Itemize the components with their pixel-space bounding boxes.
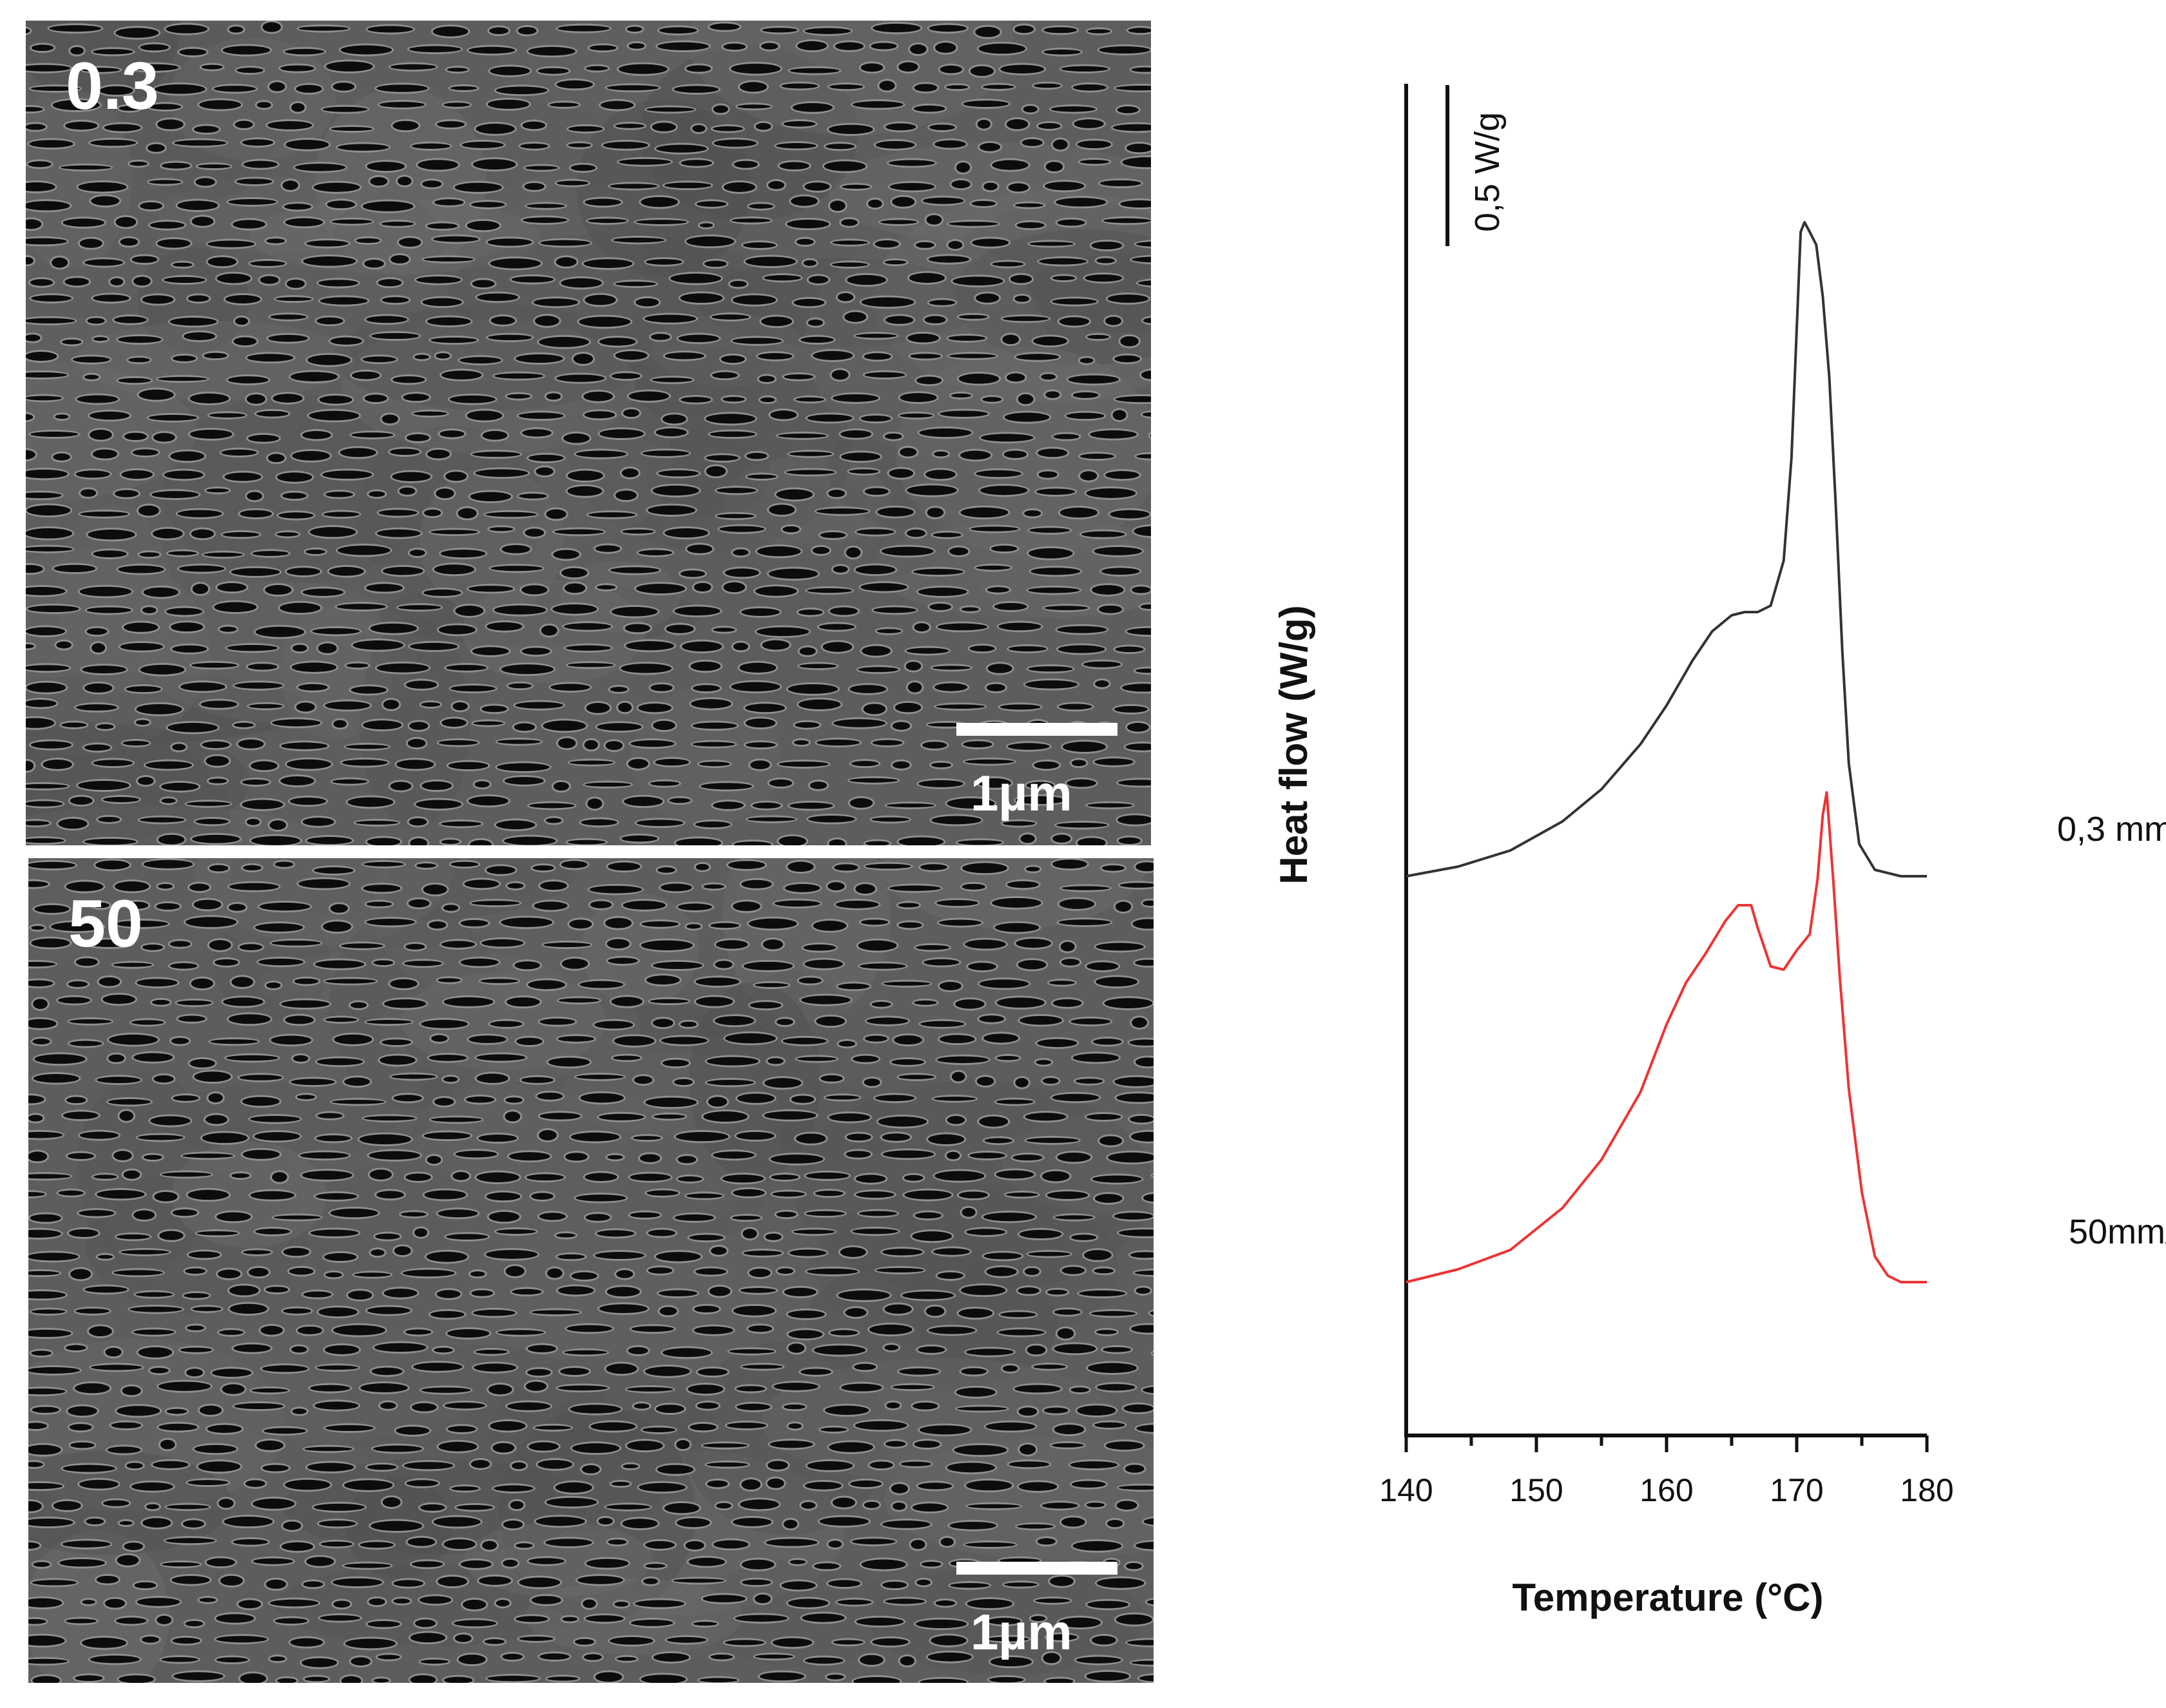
x-axis-label: Temperature (°C) [1513, 1576, 1824, 1619]
x-tick-label: 150 [1509, 1472, 1563, 1508]
series-line-1 [1406, 222, 1927, 876]
dsc-chart: 140 150 160 170 180 0,5 W/g 0,3 mm/min 50mm/m… [1224, 39, 2166, 1701]
micrograph-texture-bottom [28, 858, 1154, 1683]
x-ticks [1406, 1435, 1927, 1452]
y-scale-bar-label: 0,5 W/g [1468, 112, 1507, 232]
micrograph-bottom: 50 1µm [28, 858, 1154, 1683]
x-tick-label: 140 [1379, 1472, 1433, 1508]
micrograph-label-top: 0.3 [66, 53, 159, 120]
scale-bar-top [956, 723, 1117, 736]
micrograph-top: 0.3 1µm [26, 21, 1151, 845]
x-tick-labels: 140 150 160 170 180 [1379, 1472, 1953, 1508]
y-axis-label: Heat flow (W/g) [1272, 605, 1315, 884]
x-tick-label: 160 [1639, 1472, 1693, 1508]
series-label-2: 50mm/min [2069, 1213, 2166, 1251]
micrograph-label-bottom: 50 [68, 890, 143, 957]
x-tick-label: 180 [1900, 1472, 1953, 1508]
series-label-1: 0,3 mm/min [2057, 810, 2166, 849]
scale-bar-label-top: 1µm [971, 768, 1072, 818]
scale-bar-bottom [956, 1562, 1117, 1575]
micrograph-texture-top [26, 21, 1151, 845]
chart-series: 0,3 mm/min 50mm/min [1406, 222, 2166, 1282]
series-line-2 [1406, 792, 1927, 1282]
scale-bar-label-bottom: 1µm [971, 1607, 1072, 1657]
x-tick-label: 170 [1770, 1472, 1823, 1508]
y-scale-bar: 0,5 W/g [1447, 85, 1507, 246]
